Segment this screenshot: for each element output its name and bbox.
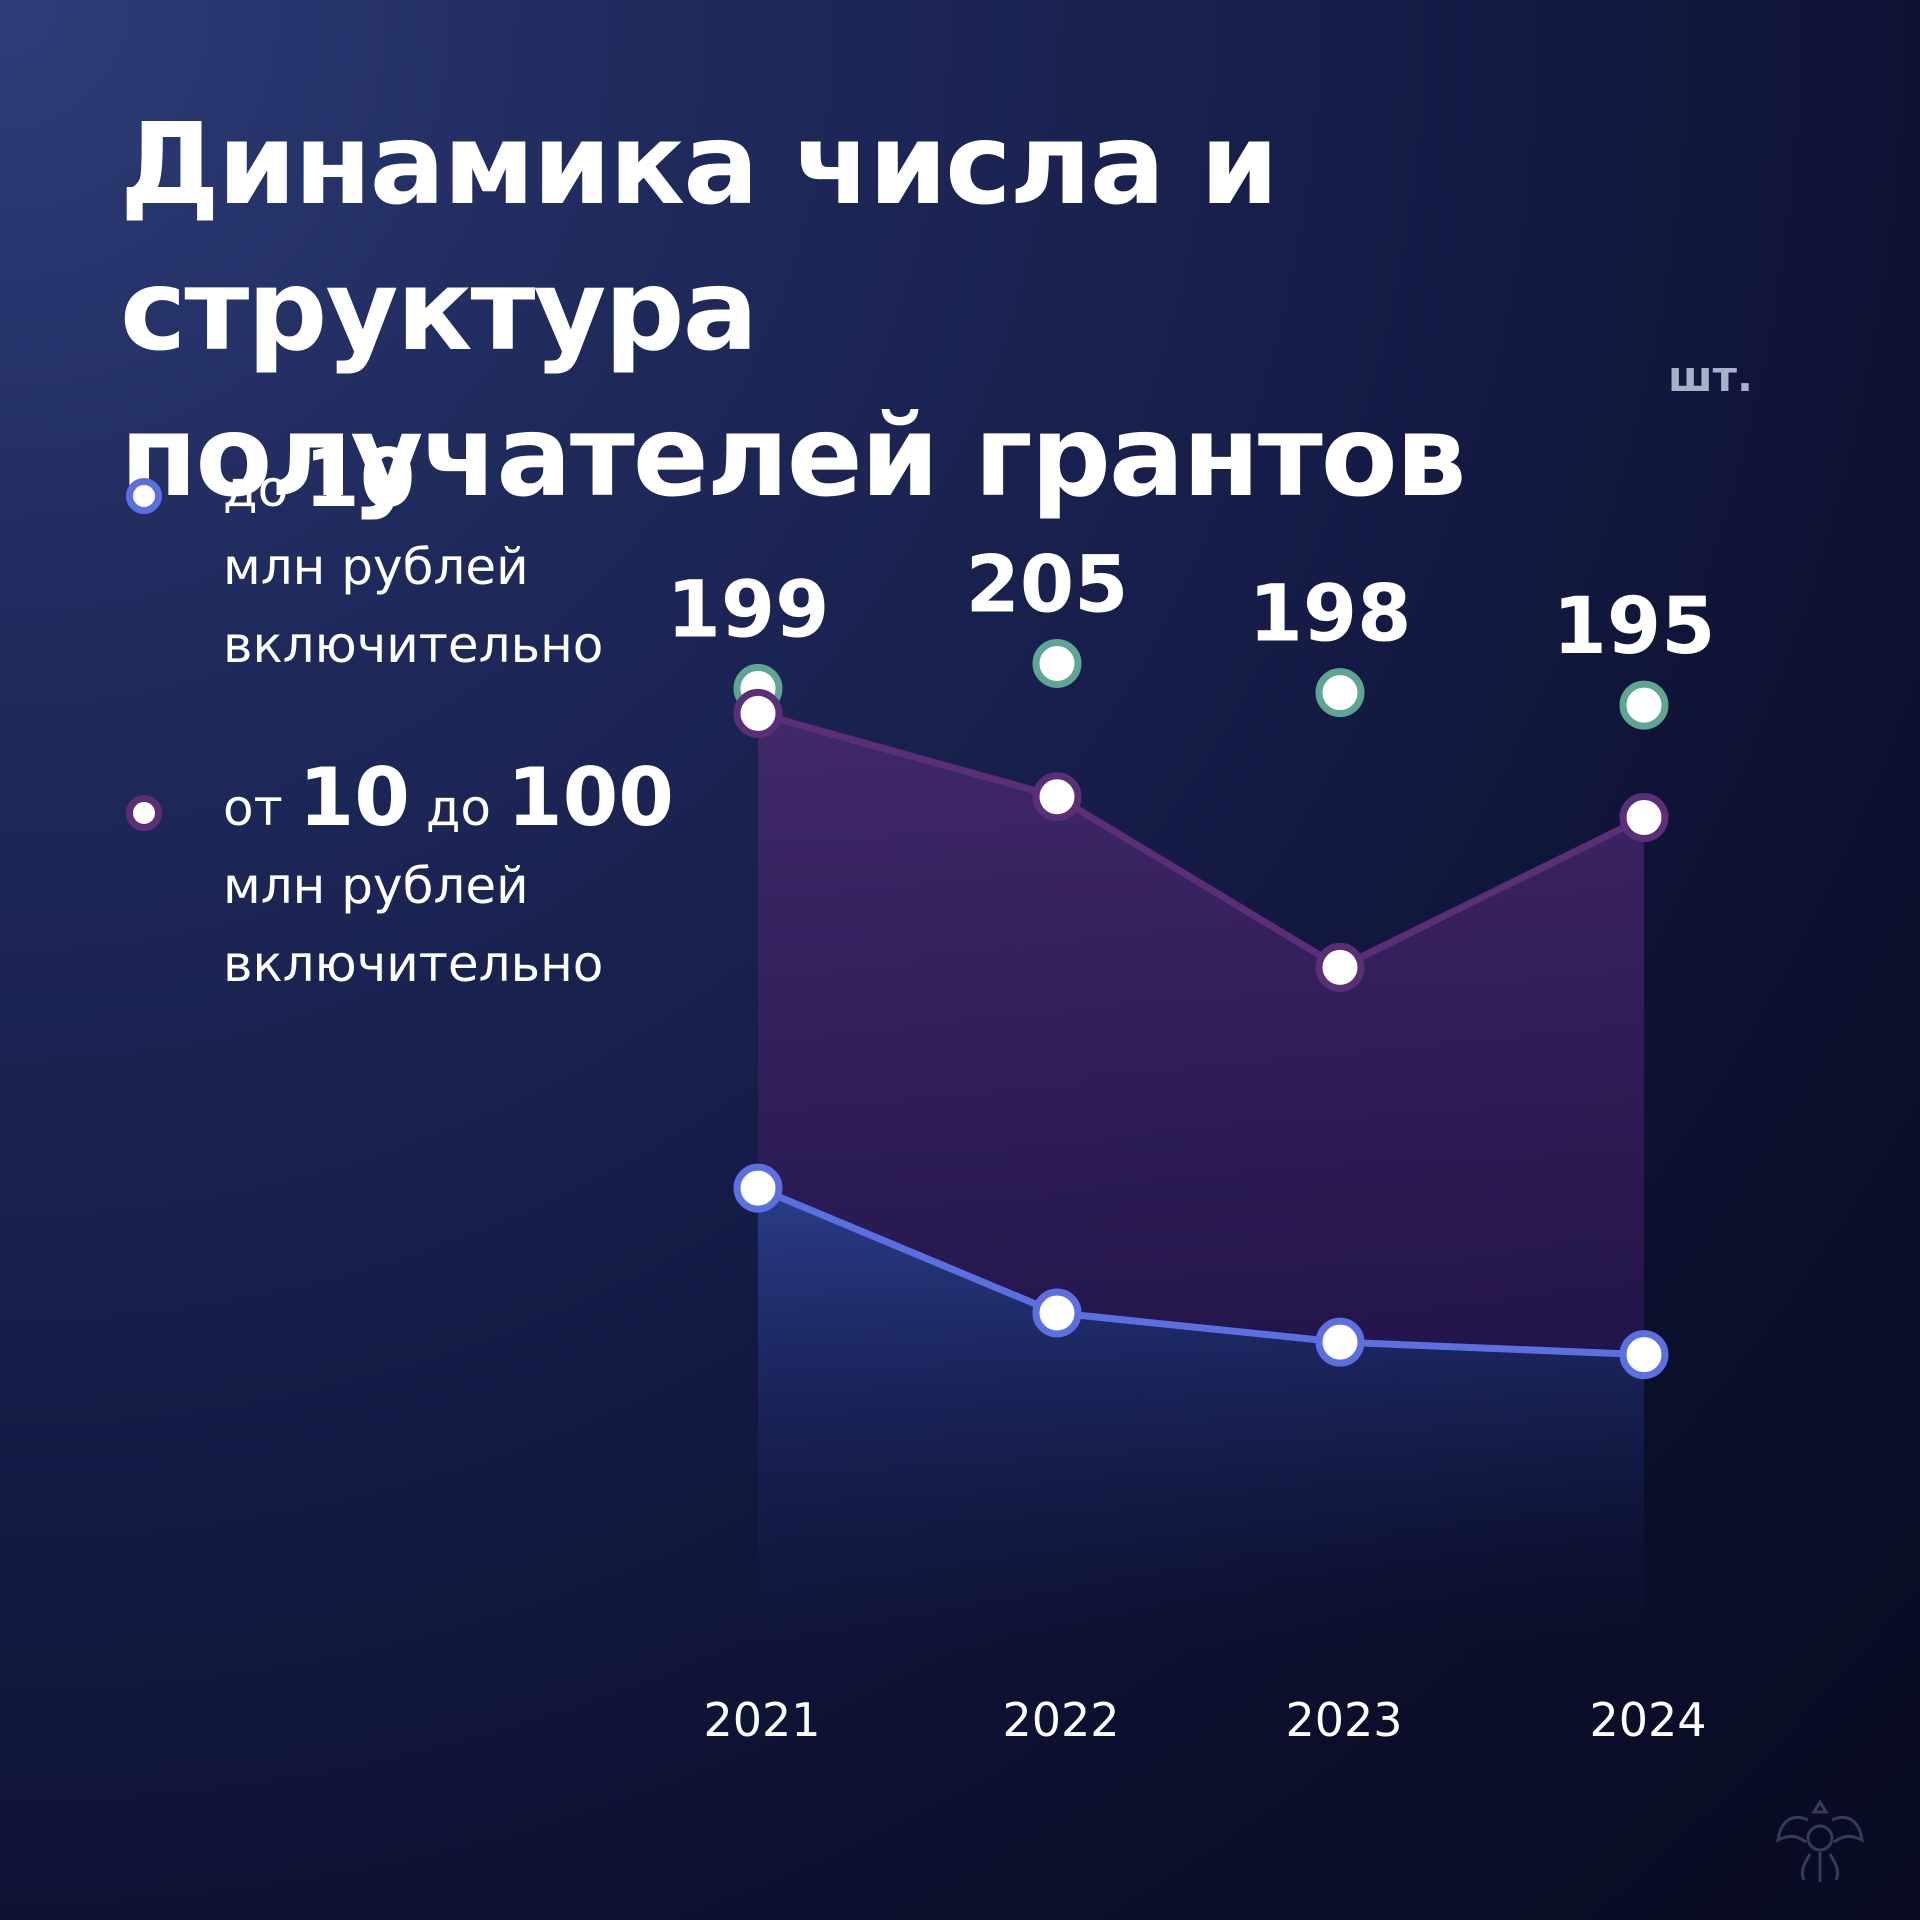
point-10-to-100-2021: [733, 688, 783, 738]
total-label-2024: 195: [1553, 582, 1716, 672]
point-10-to-100-2024: [1619, 793, 1669, 843]
legend-value: 10: [304, 432, 416, 525]
legend-text-under-10: до 10 млн рублей включительно: [223, 439, 743, 684]
area-10-to-100: [758, 713, 1644, 1355]
point-total-2023: [1315, 668, 1365, 718]
page-title: Динамика числа и структура получателей г…: [120, 92, 1840, 530]
point-total-2024: [1619, 680, 1669, 730]
year-label-2022: 2022: [1002, 1693, 1119, 1747]
legend-qualifier: включительно: [223, 616, 604, 674]
year-label-2021: 2021: [703, 1693, 820, 1747]
legend-marker-10-to-100: [126, 795, 162, 831]
coat-of-arms-emblem: [1776, 1799, 1864, 1882]
legend-qualifier: включительно: [223, 935, 604, 993]
legend-mid: до: [425, 779, 492, 837]
point-total-2022: [1032, 638, 1082, 688]
legend-marker-under-10: [126, 478, 162, 514]
point-under-10-2022: [1032, 1288, 1082, 1338]
year-label-2024: 2024: [1589, 1693, 1706, 1747]
point-under-10-2021: [733, 1163, 783, 1213]
point-10-to-100-2022: [1032, 772, 1082, 822]
line-under-10: [756, 1184, 1645, 1359]
year-label-2023: 2023: [1285, 1693, 1402, 1747]
legend-prefix: до: [223, 460, 289, 518]
legend-value-from: 10: [298, 751, 410, 844]
legend-prefix: от: [223, 779, 283, 837]
total-label-2023: 198: [1249, 570, 1412, 660]
point-10-to-100-2023: [1315, 942, 1365, 992]
legend-text-10-to-100: от 10 до 100 млн рублей включительно: [223, 758, 743, 1003]
title-line-1: Динамика числа и структура: [120, 100, 1279, 376]
point-under-10-2024: [1619, 1330, 1669, 1380]
area-under-10: [758, 1188, 1644, 1650]
total-label-2021: 199: [667, 565, 830, 655]
total-label-2022: 205: [966, 540, 1129, 630]
legend-value-to: 100: [506, 751, 674, 844]
point-under-10-2023: [1315, 1317, 1365, 1367]
legend-unit: млн рублей: [223, 538, 529, 596]
unit-label: шт.: [1668, 352, 1753, 401]
title-line-2: получателей грантов: [120, 392, 1467, 522]
legend-unit: млн рублей: [223, 857, 529, 915]
line-10-to-100: [757, 710, 1646, 972]
